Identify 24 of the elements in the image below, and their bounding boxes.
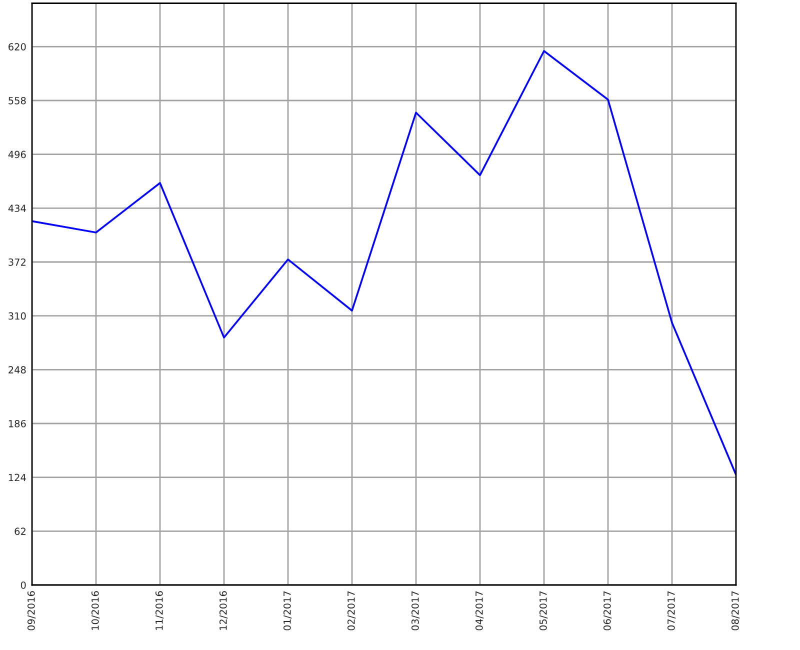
- y-tick-label: 496: [8, 150, 26, 158]
- y-tick-label: 620: [8, 43, 26, 50]
- line-series: [32, 50, 736, 476]
- x-tick-label: 08/2017: [731, 591, 740, 630]
- x-tick-label: 05/2017: [539, 591, 548, 630]
- x-tick-label: 11/2016: [155, 591, 164, 630]
- x-tick-label: 12/2016: [219, 591, 228, 630]
- y-tick-label: 558: [8, 96, 26, 104]
- y-tick-label: 434: [8, 204, 26, 212]
- x-tick-label: 06/2017: [603, 591, 612, 630]
- y-tick-label: 248: [8, 366, 26, 374]
- y-tick-label: 186: [8, 420, 26, 428]
- x-tick-label: 10/2016: [91, 591, 100, 630]
- y-tick-label: 0: [20, 581, 26, 589]
- x-tick-label: 04/2017: [475, 591, 484, 630]
- y-tick-label: 62: [14, 528, 26, 535]
- x-tick-label: 07/2017: [667, 591, 676, 630]
- x-tick-label: 02/2017: [347, 591, 356, 630]
- x-tick-label: 03/2017: [411, 591, 420, 630]
- y-tick-label: 310: [8, 312, 26, 320]
- y-tick-label: 124: [8, 474, 26, 482]
- x-tick-label: 01/2017: [283, 591, 292, 630]
- y-tick-label: 372: [8, 258, 26, 266]
- x-tick-label: 09/2016: [27, 591, 36, 630]
